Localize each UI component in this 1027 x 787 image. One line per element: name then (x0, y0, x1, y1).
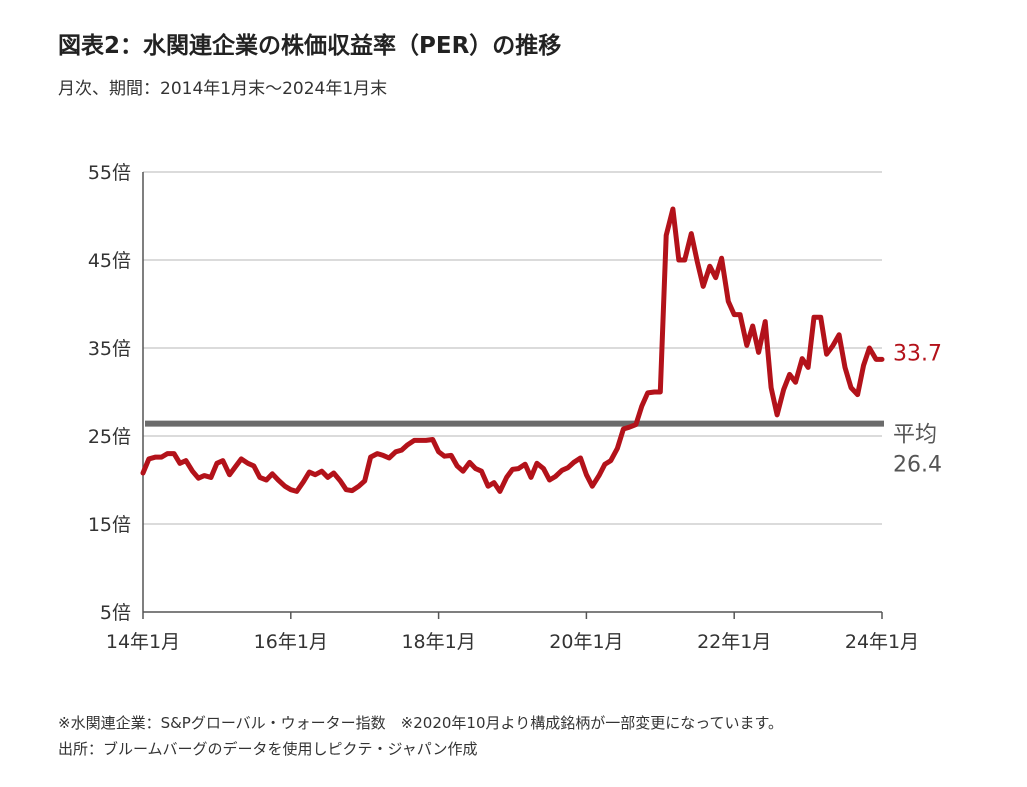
average-label: 平均 (893, 423, 937, 448)
per-series-line (140, 206, 885, 494)
chart-subtitle: 月次、期間：2014年1月末～2024年1月末 (58, 79, 388, 99)
y-tick-labels: 5倍 15倍 25倍 35倍 45倍 55倍 (88, 162, 131, 624)
source-note-origin: 出所：ブルームバーグのデータを使用しピクテ・ジャパン作成 (58, 740, 478, 758)
average-value-label: 26.4 (893, 453, 942, 478)
last-value-label: 33.7 (893, 341, 942, 366)
chart-title: 図表2：水関連企業の株価収益率（PER）の推移 (58, 33, 562, 59)
x-tick-label: 16年1月 (254, 631, 328, 653)
x-tick-label: 18年1月 (401, 631, 475, 653)
source-note-index: ※水関連企業：S&Pグローバル・ウォーター指数 ※2020年10月より構成銘柄が… (58, 714, 783, 732)
y-tick-label: 15倍 (88, 514, 131, 536)
x-tick-label: 22年1月 (697, 631, 771, 653)
y-tick-label: 55倍 (88, 162, 131, 184)
y-tick-label: 25倍 (88, 426, 131, 448)
axes (142, 172, 883, 619)
y-tick-label: 5倍 (100, 602, 131, 624)
x-tick-labels: 14年1月 16年1月 18年1月 20年1月 22年1月 24年1月 (106, 631, 919, 653)
grid-lines (143, 171, 882, 525)
x-tick-label: 24年1月 (845, 631, 919, 653)
y-tick-label: 45倍 (88, 250, 131, 272)
x-tick-label: 20年1月 (549, 631, 623, 653)
x-tick-label: 14年1月 (106, 631, 180, 653)
y-tick-label: 35倍 (88, 338, 131, 360)
